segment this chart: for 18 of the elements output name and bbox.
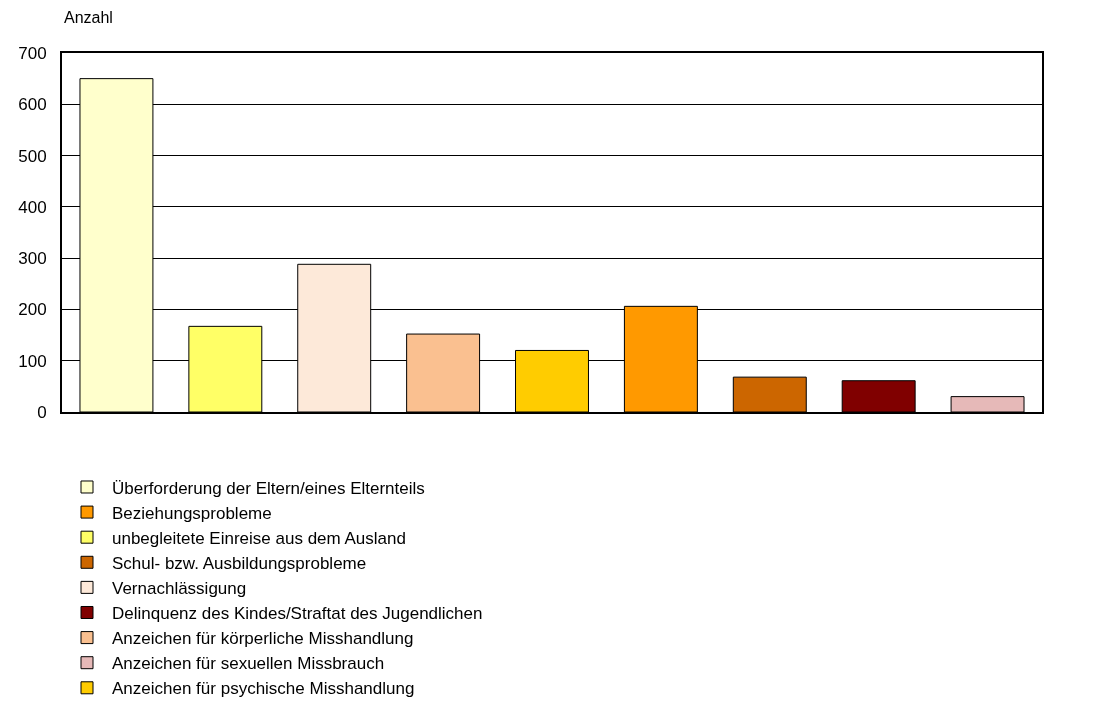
legend-label: Anzeichen für sexuellen Missbrauch <box>112 654 385 674</box>
y-tick-label: 700 <box>18 43 47 63</box>
legend-label: Überforderung der Eltern/eines Elternteils <box>112 478 425 498</box>
legend-label: Anzeichen für psychische Misshandlung <box>112 679 415 699</box>
legend-label: unbegleitete Einreise aus dem Ausland <box>112 528 406 548</box>
y-axis-title: Anzahl <box>64 9 113 26</box>
y-tick-label: 500 <box>18 146 47 166</box>
y-tick-label: 100 <box>18 351 47 371</box>
legend-label: Beziehungsprobleme <box>112 503 272 523</box>
y-tick-label: 0 <box>37 402 47 422</box>
y-tick-label: 600 <box>18 95 47 115</box>
y-tick-label: 200 <box>18 300 47 320</box>
legend-label: Schul- bzw. Ausbildungsprobleme <box>112 553 367 573</box>
legend-label: Vernachlässigung <box>112 579 247 599</box>
legend-label: Anzeichen für körperliche Misshandlung <box>112 629 414 649</box>
y-tick-label: 300 <box>18 249 47 269</box>
legend-label: Delinquenz des Kindes/Straftat des Jugendlichen <box>112 604 483 624</box>
y-tick-label: 400 <box>18 197 47 217</box>
